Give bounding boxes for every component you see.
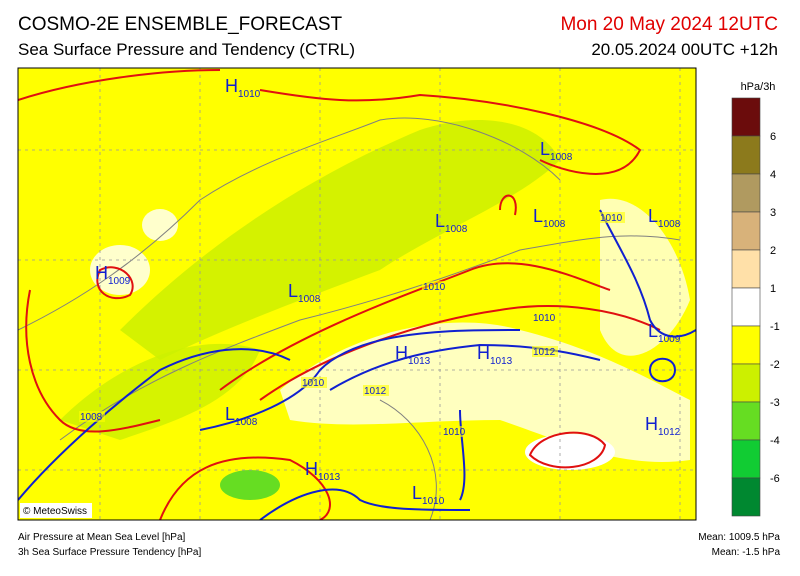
center-value: 1008 [445, 224, 468, 235]
colorbar-swatch [731, 173, 761, 213]
footer-left: Air Pressure at Mean Sea Level [hPa] [18, 532, 186, 543]
pressure-center: L1009 [648, 321, 681, 345]
pressure-center: H1010 [225, 76, 261, 100]
colorbar-tick-label: 4 [770, 169, 776, 181]
pressure-center: L1010 [412, 483, 445, 507]
isobar-label-bg [79, 411, 105, 422]
colorbar-tick-label: -2 [770, 359, 780, 371]
colorbar-tick-label: 6 [770, 131, 776, 143]
center-letter: L [648, 206, 658, 226]
pressure-center: H1013 [305, 459, 341, 483]
isobar-label-bg [363, 385, 389, 396]
colorbar-swatch [731, 363, 761, 403]
pressure-center: H1012 [645, 414, 681, 438]
center-letter: L [412, 483, 422, 503]
center-value: 1010 [422, 496, 445, 507]
center-letter: L [648, 321, 658, 341]
colorbar-unit: hPa/3h [741, 81, 776, 93]
isobar-label-bg [301, 377, 327, 388]
isobar-label: 1010 [443, 427, 466, 438]
center-letter: L [435, 211, 445, 231]
credit-box [20, 503, 92, 518]
pressure-center: L1008 [540, 139, 573, 163]
isobar-label: 1010 [423, 282, 446, 293]
center-value: 1013 [408, 356, 431, 367]
isobar-label: 1012 [364, 386, 387, 397]
colorbar-tick-label: 3 [770, 207, 776, 219]
pressure-center: L1008 [648, 206, 681, 230]
subtitle: Sea Surface Pressure and Tendency (CTRL) [18, 40, 355, 59]
isobar-label: 1010 [600, 213, 623, 224]
center-value: 1010 [238, 89, 261, 100]
center-value: 1009 [658, 334, 681, 345]
isobar-label-bg [599, 212, 625, 223]
center-letter: H [395, 343, 408, 363]
colorbar-tick-label: -3 [770, 397, 780, 409]
colorbar-swatch [731, 135, 761, 175]
colorbar-swatch [731, 97, 761, 137]
isobar-label-bg [442, 426, 468, 437]
colorbar-tick-label: -6 [770, 473, 780, 485]
colorbar-swatch [731, 325, 761, 365]
colorbar-tick-label: -1 [770, 321, 780, 333]
center-letter: H [305, 459, 318, 479]
credit: © MeteoSwiss [23, 506, 87, 517]
pressure-center: L1008 [225, 404, 258, 428]
isobar-label-bg [422, 281, 448, 292]
footer-right: Mean: -1.5 hPa [712, 547, 781, 558]
isobar-label-bg [532, 346, 558, 357]
colorbar-swatch [731, 249, 761, 289]
center-letter: H [477, 343, 490, 363]
center-letter: H [225, 76, 238, 96]
isobar-label-bg [532, 312, 558, 323]
footer-right: Mean: 1009.5 hPa [698, 532, 780, 543]
center-value: 1008 [543, 219, 566, 230]
center-value: 1009 [108, 276, 131, 287]
pressure-center: H1013 [477, 343, 513, 367]
colorbar-swatch [731, 287, 761, 327]
isobar-label: 1008 [80, 412, 103, 423]
map-frame [17, 67, 697, 521]
center-value: 1013 [490, 356, 513, 367]
pressure-center: L1008 [435, 211, 468, 235]
center-value: 1008 [298, 294, 321, 305]
pressure-center: L1008 [533, 206, 566, 230]
center-letter: H [645, 414, 658, 434]
center-value: 1013 [318, 472, 341, 483]
run-time: 20.05.2024 00UTC +12h [591, 40, 778, 59]
colorbar-tick-label: 2 [770, 245, 776, 257]
colorbar-swatch [731, 401, 761, 441]
pressure-center: H1009 [95, 263, 131, 287]
colorbar-tick-label: -4 [770, 435, 780, 447]
colorbar-swatch [731, 477, 761, 517]
pressure-center: L1008 [288, 281, 321, 305]
pressure-center: H1013 [395, 343, 431, 367]
center-letter: L [288, 281, 298, 301]
colorbar-tick-label: 1 [770, 283, 776, 295]
center-letter: L [225, 404, 235, 424]
title: COSMO-2E ENSEMBLE_FORECAST [18, 14, 343, 35]
center-value: 1008 [658, 219, 681, 230]
center-value: 1012 [658, 427, 681, 438]
center-value: 1008 [235, 417, 258, 428]
colorbar-swatch [731, 211, 761, 251]
isobar-label: 1010 [533, 313, 556, 324]
center-letter: L [533, 206, 543, 226]
center-letter: L [540, 139, 550, 159]
center-value: 1008 [550, 152, 573, 163]
footer-left: 3h Sea Surface Pressure Tendency [hPa] [18, 547, 201, 558]
colorbar-swatch [731, 439, 761, 479]
center-letter: H [95, 263, 108, 283]
isobar-label: 1012 [533, 347, 556, 358]
valid-time: Mon 20 May 2024 12UTC [560, 14, 778, 35]
isobar-label: 1010 [302, 378, 325, 389]
